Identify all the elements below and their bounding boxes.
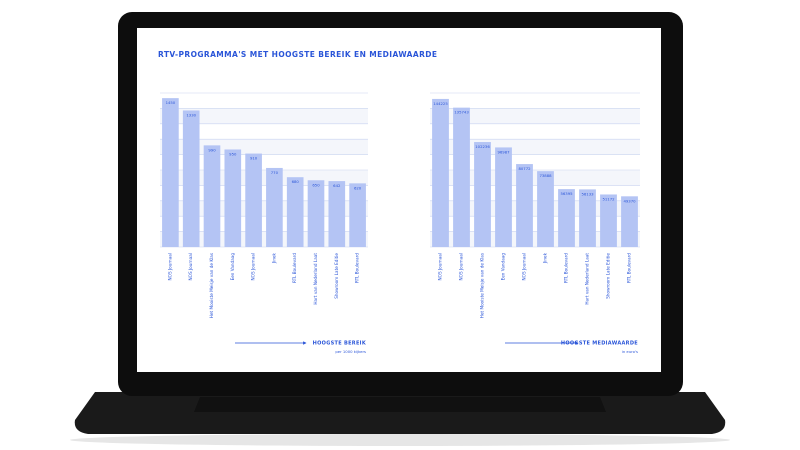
value-label: 49370 — [623, 198, 636, 203]
x-tick-label: RTL Boulevard — [564, 253, 569, 283]
value-label: 620 — [354, 185, 362, 190]
value-label: 680 — [292, 179, 300, 184]
value-label: 80772 — [518, 166, 531, 171]
x-tick-label: Een Vandaag — [230, 253, 235, 281]
value-label: 1330 — [186, 112, 196, 117]
bar — [224, 149, 242, 247]
value-label: 73888 — [539, 173, 552, 178]
x-axis-label: HOOGSTE MEDIAWAARDE — [561, 341, 638, 347]
x-tick-label: NOS Journaal — [438, 253, 443, 280]
value-label: 144225 — [433, 101, 448, 106]
value-label: 910 — [250, 156, 258, 161]
x-tick-label: RTL Boulevard — [355, 253, 360, 283]
value-label: 950 — [229, 151, 237, 156]
bar — [558, 189, 575, 247]
grid-band — [160, 108, 368, 124]
value-label: 990 — [208, 147, 216, 152]
bar — [537, 171, 554, 247]
x-tick-label: Jinek — [543, 252, 548, 264]
value-label: 56133 — [581, 191, 594, 196]
value-label: 642 — [333, 183, 341, 188]
value-label: 135743 — [454, 110, 469, 115]
value-label: 56395 — [560, 191, 573, 196]
x-tick-label: NOS Journaal — [167, 253, 172, 280]
x-tick-label: NOS Journaal — [188, 253, 193, 280]
x-tick-label: Hart van Nederland Laat — [313, 253, 318, 305]
value-label: 650 — [312, 182, 320, 187]
grid-band — [430, 108, 640, 124]
bar — [182, 110, 200, 247]
bar — [600, 194, 617, 247]
value-label: 770 — [271, 170, 279, 175]
bar — [286, 177, 304, 247]
bar — [349, 183, 366, 247]
unit-label: per 1000 kijkers — [335, 349, 366, 354]
x-tick-label: Het Mooiste Meisje van de Klas — [480, 253, 485, 318]
x-tick-label: RTL Boulevard — [627, 253, 632, 283]
bar — [307, 180, 325, 247]
bar — [453, 107, 470, 248]
bar — [621, 196, 638, 247]
bar — [266, 167, 283, 247]
bar — [203, 145, 221, 247]
x-tick-label: NOS Journaal — [522, 253, 527, 280]
value-label: 51172 — [602, 196, 615, 201]
bar — [516, 164, 533, 247]
bar — [162, 98, 179, 247]
bar — [474, 142, 491, 247]
x-tick-label: Showroom Late Editie — [606, 253, 611, 299]
bar — [432, 98, 449, 247]
x-tick-label: Het Mooiste Meisje van de Klas — [209, 253, 214, 318]
value-label: 1450 — [166, 100, 176, 105]
x-tick-label: NOS Journaal — [459, 253, 464, 280]
page-title: RTV-PROGRAMMA'S MET HOOGSTE BEREIK EN ME… — [158, 50, 437, 59]
shadow — [70, 434, 730, 446]
value-label: 102236 — [475, 144, 490, 149]
value-label: 96987 — [497, 149, 510, 154]
x-tick-label: Jinek — [271, 252, 276, 264]
bar — [495, 147, 512, 247]
bar — [245, 153, 262, 247]
bar — [328, 181, 346, 247]
bar — [579, 189, 596, 247]
x-tick-label: Showroom Late Editie — [334, 253, 339, 299]
x-tick-label: Een Vandaag — [501, 253, 506, 281]
x-tick-label: NOS Journaal — [251, 253, 256, 280]
x-tick-label: RTL Boulevard — [292, 253, 297, 283]
x-tick-label: Hart van Nederland Laat — [585, 253, 590, 305]
keyboard — [194, 397, 606, 412]
unit-label: in euro's — [622, 349, 638, 354]
x-axis-label: HOOGSTE BEREIK — [313, 341, 367, 347]
